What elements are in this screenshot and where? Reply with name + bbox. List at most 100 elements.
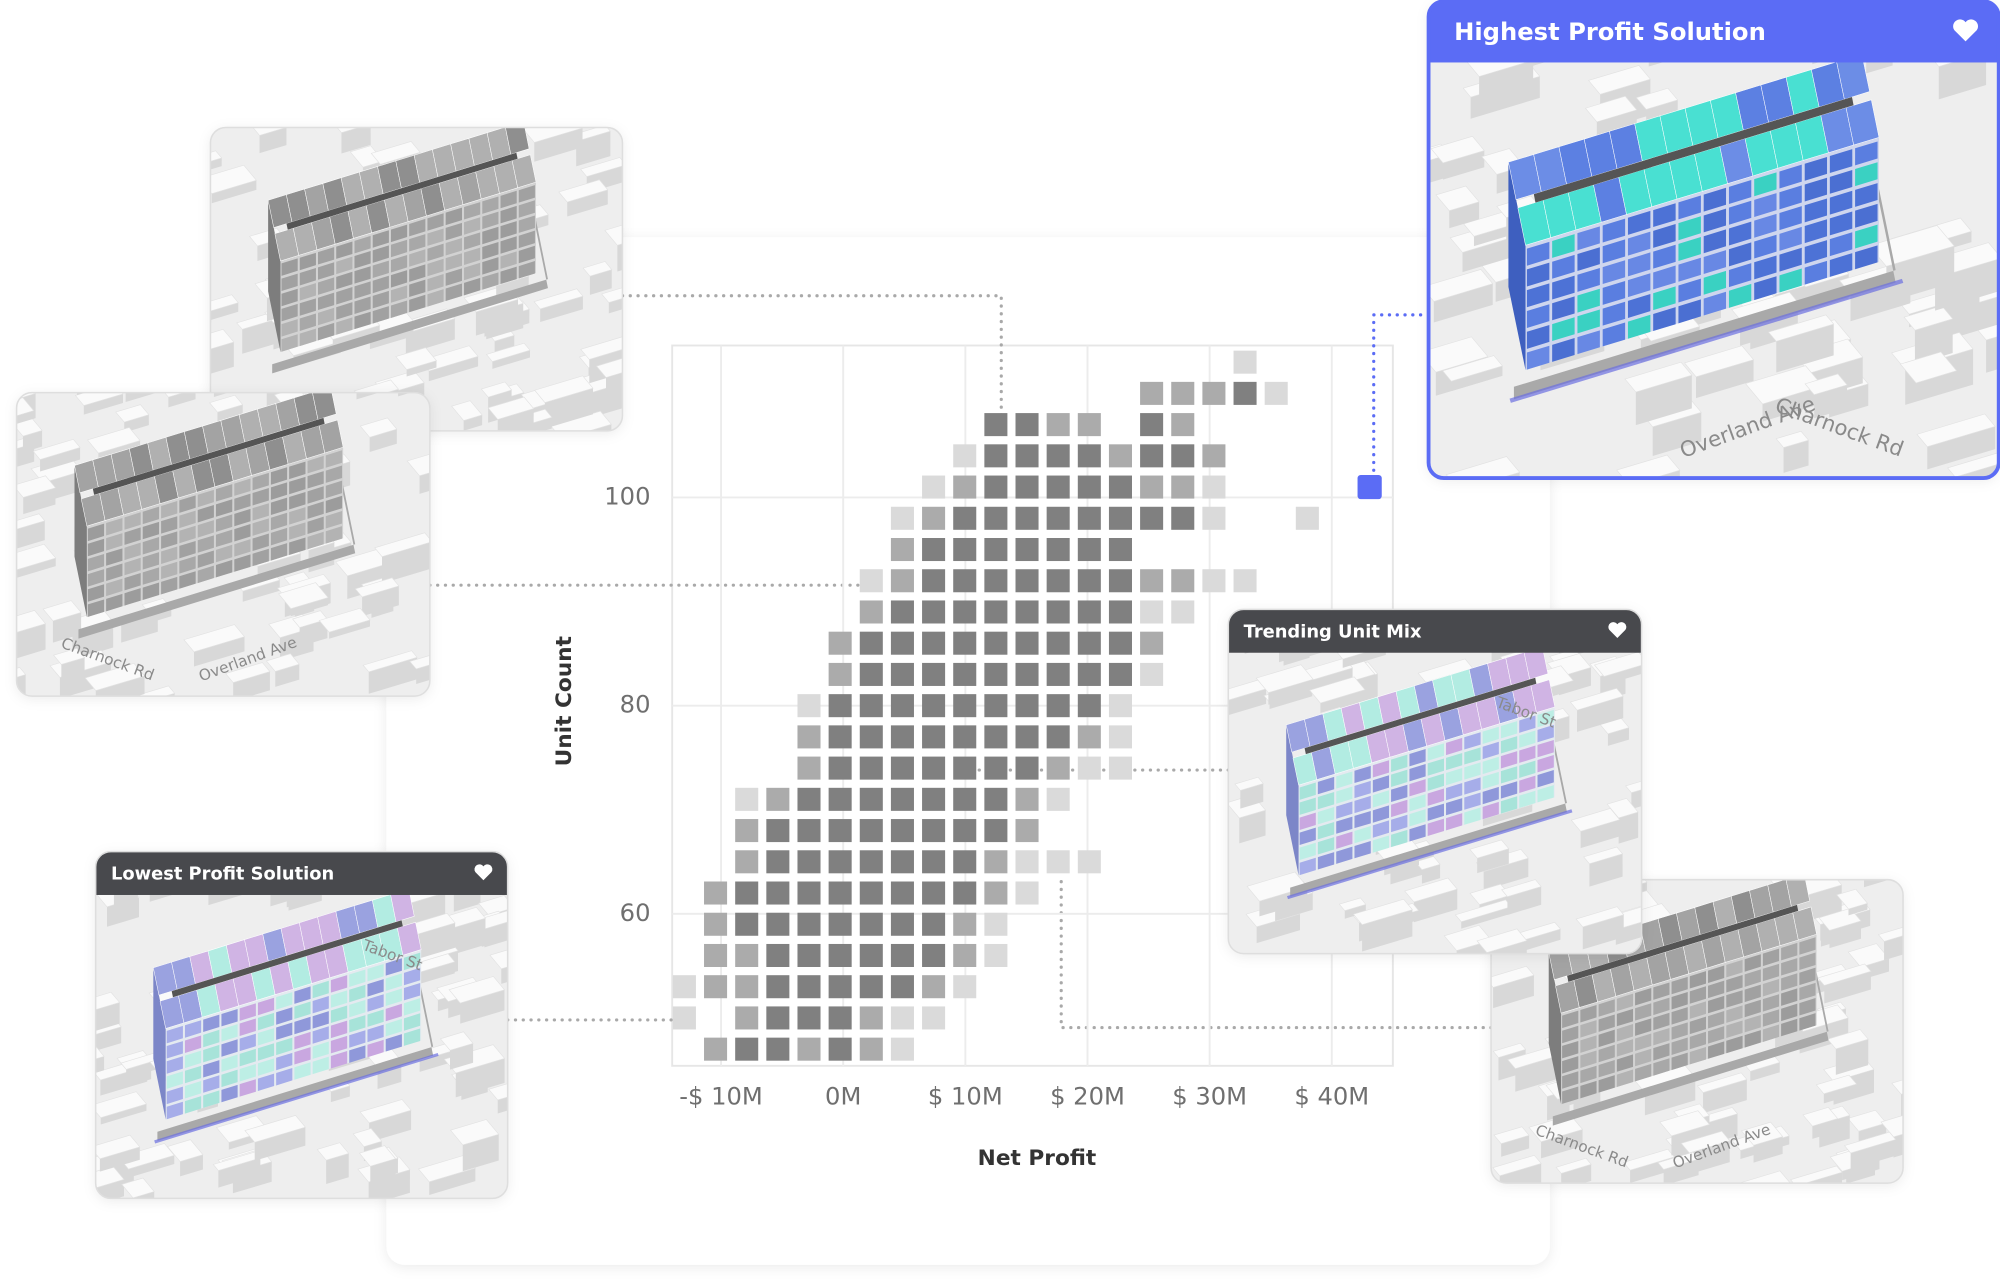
heat-cell — [922, 537, 946, 562]
city-block-top — [487, 396, 535, 420]
heat-cell — [1077, 537, 1101, 562]
building-unit — [1779, 206, 1802, 231]
building-unit — [367, 1009, 384, 1027]
building-unit — [325, 526, 343, 544]
building-unit — [1317, 776, 1335, 795]
heat-cell — [922, 694, 946, 718]
roof-core — [1533, 97, 1854, 203]
building-unit — [1779, 226, 1802, 251]
heat-cell — [828, 819, 852, 843]
city-block-side — [501, 963, 508, 984]
city-block-side — [83, 393, 123, 415]
building-unit — [276, 1037, 293, 1056]
city-block-side — [416, 658, 430, 684]
building-unit — [1354, 780, 1371, 799]
heat-cell — [922, 662, 946, 686]
building-unit — [1689, 986, 1706, 1004]
city-block-top — [16, 513, 46, 531]
building-unit — [312, 1056, 329, 1075]
heat-cell — [890, 725, 914, 749]
building-unit — [1708, 980, 1725, 999]
building-base — [157, 970, 434, 1141]
building-unit — [239, 1064, 256, 1082]
city-block-side — [475, 299, 518, 336]
heat-cell — [890, 600, 914, 624]
heat-cell — [1233, 381, 1257, 405]
building-unit — [317, 277, 335, 295]
building-unit — [1744, 984, 1761, 1003]
city-block-top — [370, 141, 421, 165]
building-unit — [1804, 219, 1828, 244]
city-block-top — [362, 650, 418, 673]
city-block-side — [1744, 1182, 1790, 1184]
building-unit — [197, 489, 214, 508]
building-unit — [1703, 250, 1727, 274]
building-unit — [349, 999, 366, 1018]
heat-cell — [766, 943, 790, 967]
building-unit — [482, 257, 499, 275]
building-unit — [1754, 255, 1777, 280]
building-unit — [234, 493, 251, 512]
building-unit — [197, 550, 214, 568]
building-unit — [1616, 993, 1634, 1012]
building-unit — [281, 288, 298, 307]
building-unit — [403, 952, 421, 971]
heat-cell — [735, 819, 759, 843]
building-unit — [1580, 1050, 1597, 1068]
building-unit — [325, 495, 343, 514]
building-unit — [349, 969, 366, 988]
building-unit — [166, 1041, 183, 1059]
city-block-side — [150, 608, 172, 623]
heat-cell — [984, 506, 1008, 530]
building-unit — [312, 995, 329, 1014]
city-block-side — [59, 662, 111, 697]
card-content: Tabor St — [95, 851, 508, 1199]
city-block-side — [1696, 359, 1754, 399]
city-block-top — [16, 543, 57, 572]
heat-cell — [735, 943, 759, 967]
building-base — [272, 203, 548, 374]
heat-cell — [890, 537, 914, 562]
city-block-side — [1442, 150, 1485, 180]
city-block-side — [210, 127, 219, 130]
building-unit — [270, 482, 288, 500]
building-unit — [1409, 749, 1426, 767]
building-unit — [317, 247, 335, 265]
roof-core — [286, 152, 518, 230]
building-unit — [1464, 792, 1481, 810]
site-outline — [1286, 809, 1573, 900]
city-block-top — [74, 392, 124, 406]
building-unit — [1781, 973, 1798, 991]
building-unit — [1616, 1054, 1634, 1072]
building-unit — [1653, 265, 1676, 290]
building-unit — [1500, 781, 1518, 799]
heat-cell — [1015, 537, 1039, 562]
heat-cell — [1015, 850, 1039, 874]
building-unit — [270, 527, 288, 546]
city-block-top — [1501, 879, 1542, 898]
heat-cell — [1202, 569, 1226, 593]
city-block-top — [604, 219, 623, 246]
city-block-side — [540, 296, 583, 323]
building-unit — [221, 1039, 238, 1057]
heat-cell — [1046, 662, 1070, 686]
building-unit — [1580, 1080, 1597, 1099]
heat-cell — [953, 537, 977, 562]
favorite-icon[interactable] — [1953, 19, 1978, 42]
building-unit — [464, 262, 481, 281]
heat-cell — [704, 881, 728, 905]
favorite-icon[interactable] — [1608, 622, 1627, 638]
building-unit — [482, 272, 499, 290]
city-block-top — [1740, 1121, 1784, 1146]
building-unit — [482, 241, 499, 260]
favorite-icon[interactable] — [474, 864, 493, 881]
city-block-side — [124, 414, 149, 433]
heat-cell — [953, 475, 977, 499]
building-unit — [1336, 846, 1353, 864]
building-unit — [1482, 756, 1499, 775]
building-unit — [1635, 1003, 1652, 1021]
heat-cell — [797, 725, 821, 749]
building-unit — [239, 1079, 256, 1097]
building-unit — [1500, 721, 1518, 739]
